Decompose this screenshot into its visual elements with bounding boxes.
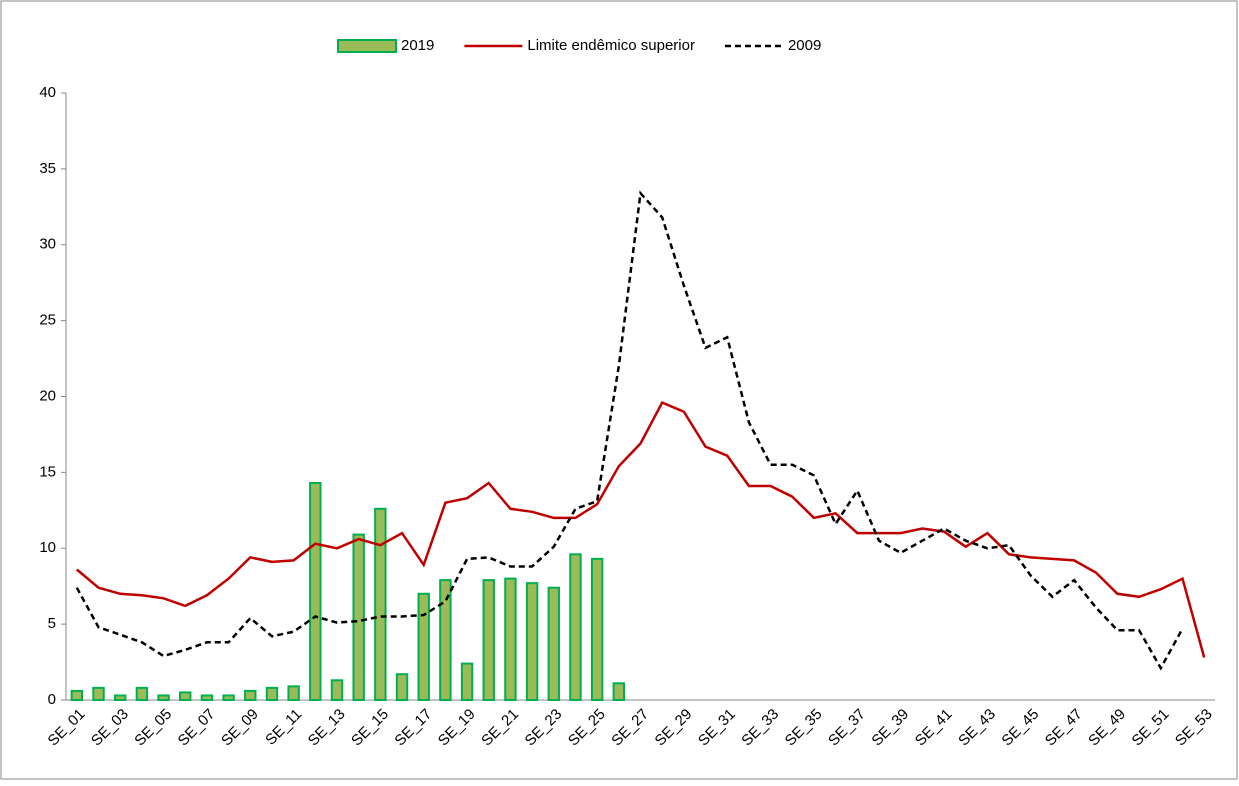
bar <box>569 553 582 701</box>
y-tick-label: 40 <box>39 84 56 101</box>
bar <box>113 694 127 702</box>
y-tick-label: 30 <box>39 236 56 253</box>
y-tick-label: 10 <box>39 539 56 556</box>
bar <box>439 579 452 701</box>
bar <box>504 577 517 701</box>
legend-label: 2009 <box>788 37 821 54</box>
bar <box>70 689 84 702</box>
bar <box>460 662 474 702</box>
bar <box>547 586 560 702</box>
bar <box>330 679 344 702</box>
y-tick-label: 20 <box>39 387 56 404</box>
bar <box>157 694 170 702</box>
bar <box>92 686 105 701</box>
y-tick-label: 35 <box>39 160 56 177</box>
bar <box>612 682 626 701</box>
legend-swatch <box>337 39 397 53</box>
bar <box>417 592 430 702</box>
y-tick-label: 25 <box>39 312 56 329</box>
y-tick-label: 5 <box>48 615 56 632</box>
bar <box>374 507 387 702</box>
bar <box>265 686 279 701</box>
line <box>75 190 1184 671</box>
bar <box>200 694 214 702</box>
bar <box>222 694 235 702</box>
bar <box>482 579 495 701</box>
bar <box>525 582 539 702</box>
bar <box>590 557 604 701</box>
legend-label: 2019 <box>401 37 434 54</box>
y-tick-label: 15 <box>39 463 56 480</box>
y-tick-label: 0 <box>48 691 56 708</box>
bar <box>135 686 149 701</box>
legend-label: Limite endêmico superior <box>527 37 695 54</box>
line <box>75 401 1206 658</box>
bar <box>287 685 300 702</box>
bar <box>352 533 365 702</box>
bar <box>395 673 409 702</box>
bar <box>309 481 322 701</box>
bar <box>179 691 192 701</box>
bar <box>244 689 257 702</box>
